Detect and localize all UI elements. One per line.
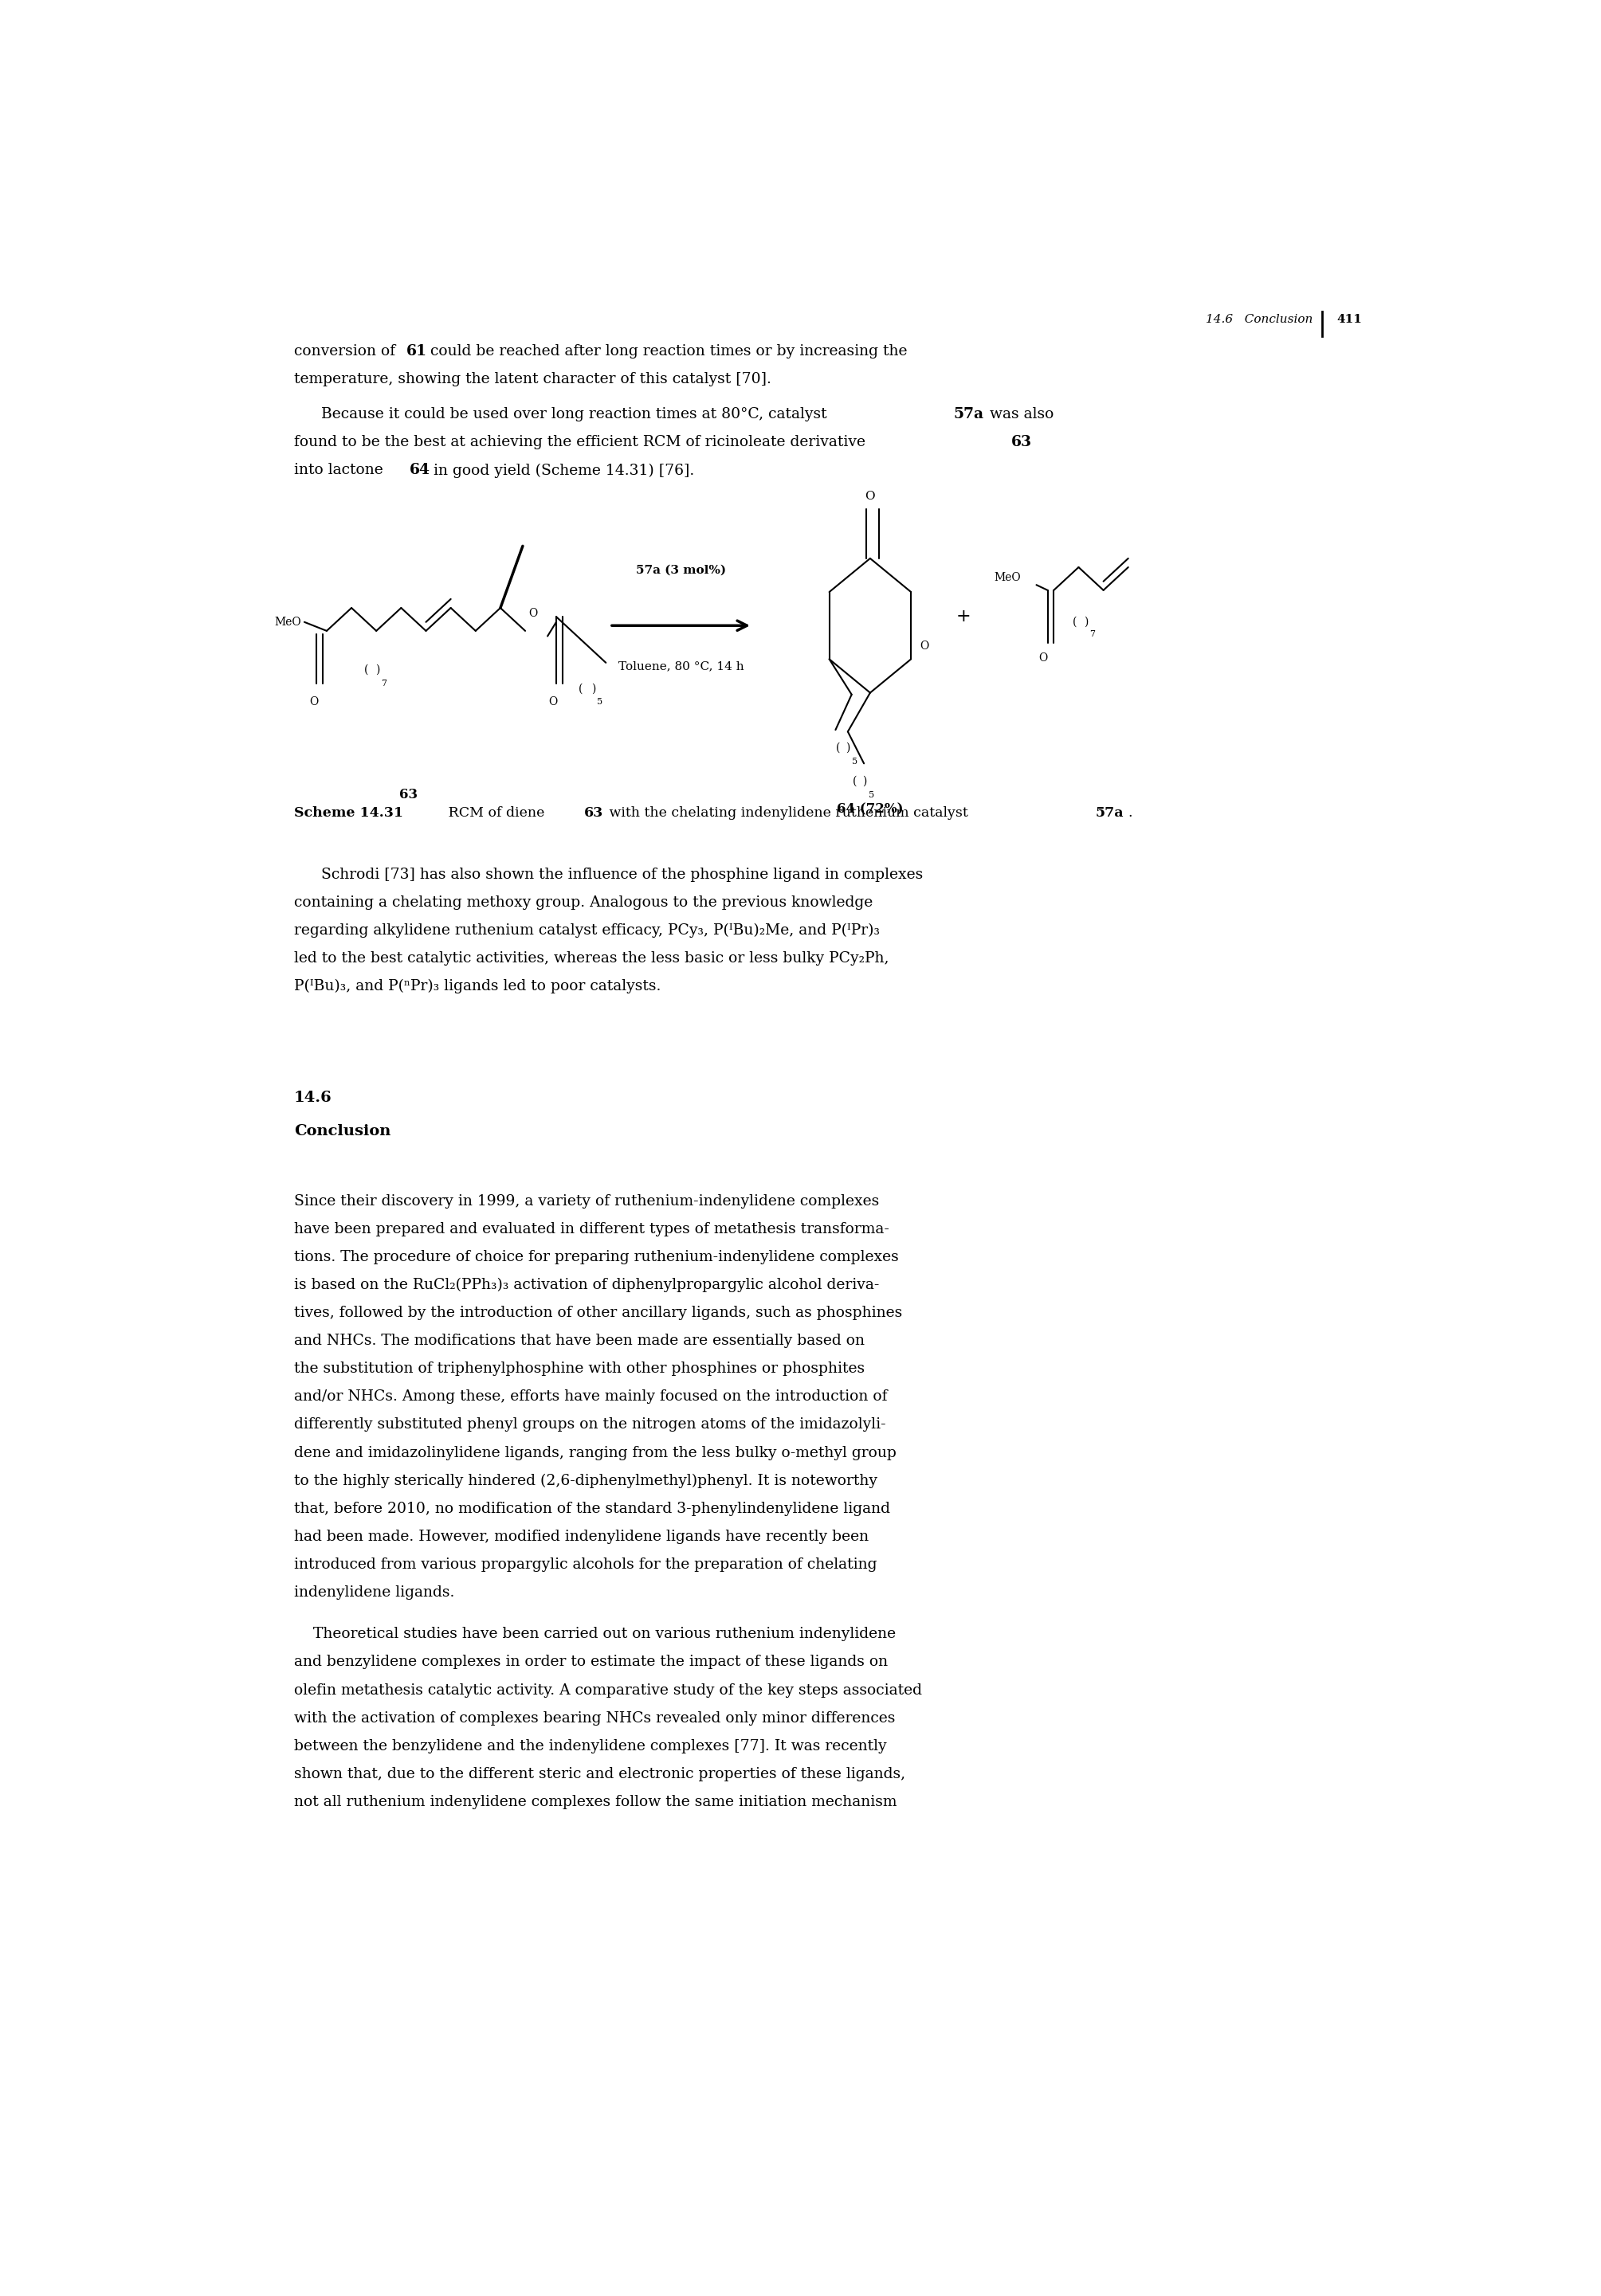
Text: RCM of diene: RCM of diene — [435, 806, 549, 820]
Text: into lactone: into lactone — [295, 464, 387, 478]
Text: tives, followed by the introduction of other ancillary ligands, such as phosphin: tives, followed by the introduction of o… — [295, 1306, 901, 1320]
Text: between the benzylidene and the indenylidene complexes [77]. It was recently: between the benzylidene and the indenyli… — [295, 1738, 887, 1754]
Text: O: O — [549, 696, 557, 707]
Text: (: ( — [836, 742, 841, 753]
Text: ): ) — [1084, 615, 1087, 627]
Text: differently substituted phenyl groups on the nitrogen atoms of the imidazolyli-: differently substituted phenyl groups on… — [295, 1417, 885, 1433]
Text: ): ) — [845, 742, 850, 753]
Text: 63: 63 — [1010, 436, 1031, 450]
Text: with the chelating indenylidene ruthenium catalyst: with the chelating indenylidene rutheniu… — [605, 806, 973, 820]
Text: conversion of: conversion of — [295, 344, 400, 358]
Text: MeO: MeO — [275, 615, 301, 627]
Text: (: ( — [1073, 615, 1077, 627]
Text: 64: 64 — [410, 464, 431, 478]
Text: found to be the best at achieving the efficient RCM of ricinoleate derivative: found to be the best at achieving the ef… — [295, 436, 869, 450]
Text: could be reached after long reaction times or by increasing the: could be reached after long reaction tim… — [426, 344, 908, 358]
Text: was also: was also — [985, 406, 1053, 422]
Text: 5: 5 — [852, 758, 857, 765]
Text: Since their discovery in 1999, a variety of ruthenium-indenylidene complexes: Since their discovery in 1999, a variety… — [295, 1194, 879, 1208]
Text: tions. The procedure of choice for preparing ruthenium-indenylidene complexes: tions. The procedure of choice for prepa… — [295, 1249, 898, 1265]
Text: Toluene, 80 °C, 14 h: Toluene, 80 °C, 14 h — [618, 661, 744, 673]
Text: 61: 61 — [407, 344, 427, 358]
Text: Because it could be used over long reaction times at 80°C, catalyst: Because it could be used over long react… — [322, 406, 831, 422]
Text: MeO: MeO — [994, 572, 1021, 583]
Text: and NHCs. The modifications that have been made are essentially based on: and NHCs. The modifications that have be… — [295, 1334, 865, 1348]
Text: ): ) — [863, 776, 868, 788]
Text: O: O — [919, 641, 929, 652]
Text: 7: 7 — [1090, 631, 1095, 638]
Text: O: O — [309, 696, 319, 707]
Text: with the activation of complexes bearing NHCs revealed only minor differences: with the activation of complexes bearing… — [295, 1711, 895, 1724]
Text: 63: 63 — [399, 788, 418, 801]
Text: the substitution of triphenylphosphine with other phosphines or phosphites: the substitution of triphenylphosphine w… — [295, 1362, 865, 1375]
Text: .: . — [1127, 806, 1132, 820]
Text: 411: 411 — [1337, 315, 1362, 324]
Text: O: O — [1039, 652, 1047, 664]
Text: and/or NHCs. Among these, efforts have mainly focused on the introduction of: and/or NHCs. Among these, efforts have m… — [295, 1389, 887, 1405]
Text: Conclusion: Conclusion — [295, 1125, 391, 1139]
Text: (: ( — [853, 776, 857, 788]
Text: have been prepared and evaluated in different types of metathesis transforma-: have been prepared and evaluated in diff… — [295, 1221, 889, 1238]
Text: regarding alkylidene ruthenium catalyst efficacy, PCy₃, P(ᴵBu)₂Me, and P(ᴵPr)₃: regarding alkylidene ruthenium catalyst … — [295, 923, 879, 937]
Text: 5: 5 — [869, 792, 874, 799]
Text: 14.6: 14.6 — [295, 1091, 331, 1104]
Text: shown that, due to the different steric and electronic properties of these ligan: shown that, due to the different steric … — [295, 1768, 905, 1782]
Text: 57a: 57a — [1095, 806, 1124, 820]
Text: had been made. However, modified indenylidene ligands have recently been: had been made. However, modified indenyl… — [295, 1529, 868, 1543]
Text: Scheme 14.31: Scheme 14.31 — [295, 806, 403, 820]
Text: introduced from various propargylic alcohols for the preparation of chelating: introduced from various propargylic alco… — [295, 1557, 877, 1573]
Text: Schrodi [73] has also shown the influence of the phosphine ligand in complexes: Schrodi [73] has also shown the influenc… — [322, 868, 922, 882]
Text: olefin metathesis catalytic activity. A comparative study of the key steps assoc: olefin metathesis catalytic activity. A … — [295, 1683, 922, 1697]
Text: 57a (3 mol%): 57a (3 mol%) — [636, 565, 725, 576]
Text: is based on the RuCl₂(PPh₃)₃ activation of diphenylpropargylic alcohol deriva-: is based on the RuCl₂(PPh₃)₃ activation … — [295, 1279, 879, 1293]
Text: P(ᴵBu)₃, and P(ⁿPr)₃ ligands led to poor catalysts.: P(ᴵBu)₃, and P(ⁿPr)₃ ligands led to poor… — [295, 978, 661, 994]
Text: (: ( — [363, 664, 368, 675]
Text: 7: 7 — [381, 680, 387, 689]
Text: not all ruthenium indenylidene complexes follow the same initiation mechanism: not all ruthenium indenylidene complexes… — [295, 1795, 897, 1809]
Text: to the highly sterically hindered (2,6-diphenylmethyl)phenyl. It is noteworthy: to the highly sterically hindered (2,6-d… — [295, 1474, 877, 1488]
Text: 5: 5 — [597, 698, 604, 705]
Text: 63: 63 — [584, 806, 604, 820]
Text: 64 (72%): 64 (72%) — [837, 801, 903, 815]
Text: +: + — [956, 608, 970, 625]
Text: in good yield (Scheme 14.31) [76].: in good yield (Scheme 14.31) [76]. — [429, 464, 693, 478]
Text: Theoretical studies have been carried out on various ruthenium indenylidene: Theoretical studies have been carried ou… — [295, 1628, 895, 1642]
Text: O: O — [528, 608, 538, 618]
Text: ): ) — [591, 684, 596, 696]
Text: containing a chelating methoxy group. Analogous to the previous knowledge: containing a chelating methoxy group. An… — [295, 895, 873, 909]
Text: indenylidene ligands.: indenylidene ligands. — [295, 1584, 455, 1600]
Text: ): ) — [375, 664, 379, 675]
Text: led to the best catalytic activities, whereas the less basic or less bulky PCy₂P: led to the best catalytic activities, wh… — [295, 951, 889, 967]
Text: 14.6   Conclusion: 14.6 Conclusion — [1206, 315, 1313, 324]
Text: that, before 2010, no modification of the standard 3-phenylindenylidene ligand: that, before 2010, no modification of th… — [295, 1502, 890, 1515]
Text: and benzylidene complexes in order to estimate the impact of these ligands on: and benzylidene complexes in order to es… — [295, 1655, 887, 1669]
Text: (: ( — [578, 684, 583, 696]
Text: temperature, showing the latent character of this catalyst [70].: temperature, showing the latent characte… — [295, 372, 772, 386]
Text: dene and imidazolinylidene ligands, ranging from the less bulky ο-methyl group: dene and imidazolinylidene ligands, rang… — [295, 1446, 897, 1460]
Text: 57a: 57a — [954, 406, 985, 422]
Text: O: O — [865, 491, 876, 503]
